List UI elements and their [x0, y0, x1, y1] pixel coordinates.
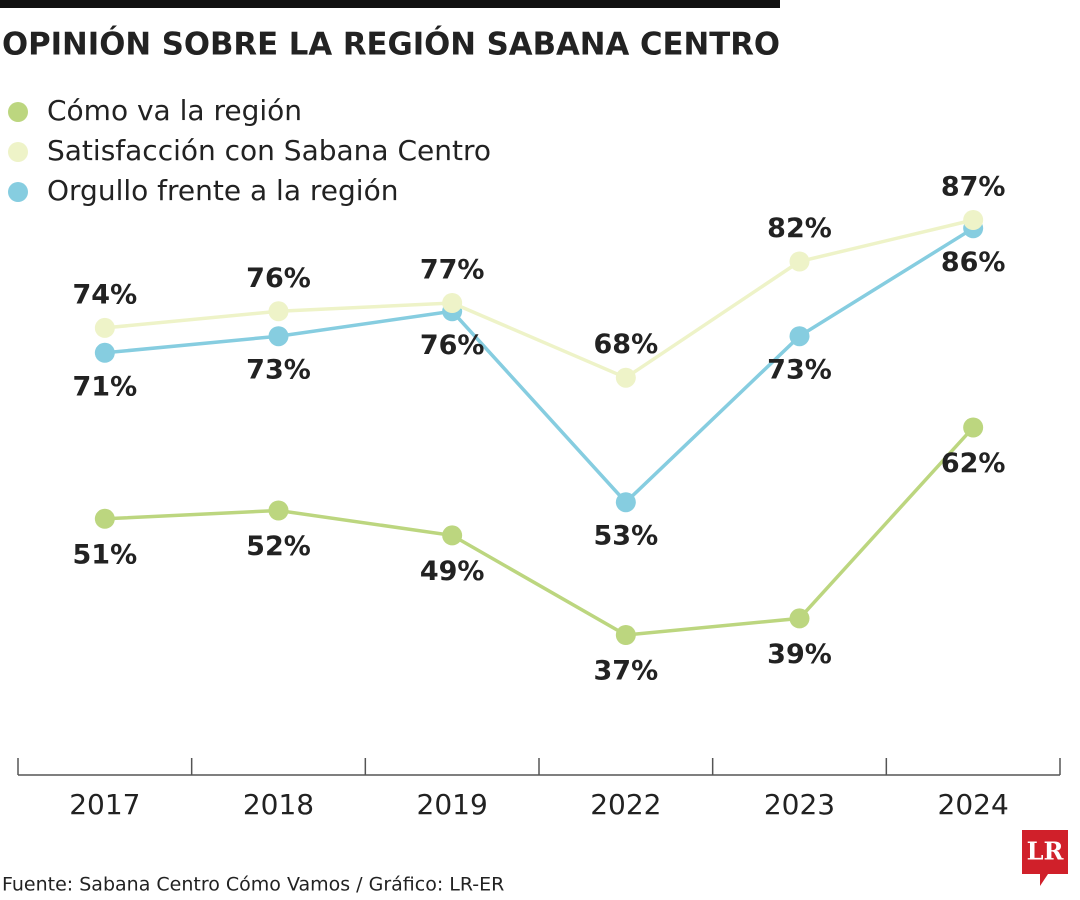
point [615, 367, 636, 388]
point [789, 251, 810, 272]
x-tick-label: 2017 [69, 788, 140, 821]
point [94, 508, 115, 529]
legend-marker [8, 142, 28, 162]
series-line [104, 218, 974, 380]
legend-label: Orgullo frente a la región [47, 174, 398, 207]
value-label: 71% [73, 371, 138, 402]
logo: LR [1027, 837, 1065, 866]
value-label: 51% [73, 539, 138, 570]
value-label: 37% [594, 656, 659, 687]
value-label: 87% [941, 172, 1006, 203]
point [615, 625, 636, 645]
value-label: 74% [73, 279, 138, 310]
point [963, 210, 984, 230]
value-label: 76% [246, 263, 311, 294]
logo-box [1022, 830, 1068, 886]
series-line [104, 426, 975, 637]
point [94, 342, 115, 363]
x-tick-label: 2019 [417, 788, 488, 821]
legend-marker [8, 182, 28, 202]
legend-label: Cómo va la región [47, 94, 302, 127]
top-bar [0, 0, 780, 8]
point [789, 326, 810, 347]
point [442, 293, 463, 313]
source: Fuente: Sabana Centro Cómo Vamos / Gráfi… [2, 874, 504, 896]
legend-label: Satisfacción con Sabana Centro [47, 134, 491, 167]
x-tick-label: 2024 [938, 788, 1009, 821]
value-label: 68% [594, 329, 659, 360]
point [268, 500, 289, 521]
point [442, 525, 463, 546]
point [615, 492, 636, 513]
value-label: 73% [246, 355, 311, 386]
x-tick-label: 2018 [243, 788, 314, 821]
value-label: 39% [767, 639, 832, 670]
value-label: 82% [767, 213, 832, 244]
value-label: 86% [941, 247, 1006, 278]
value-label: 49% [420, 556, 485, 587]
point [268, 326, 289, 347]
point [94, 317, 115, 338]
value-label: 76% [420, 330, 485, 361]
x-tick-label: 2022 [590, 788, 661, 821]
chart-title: OPINIÓN SOBRE LA REGIÓN SABANA CENTRO [2, 26, 780, 63]
point [789, 608, 810, 629]
series-line [104, 226, 975, 505]
point [268, 301, 289, 322]
value-label: 77% [420, 255, 485, 286]
value-label: 53% [594, 521, 659, 552]
value-label: 52% [246, 531, 311, 562]
value-label: 62% [941, 448, 1006, 479]
x-tick-label: 2023 [764, 788, 835, 821]
point [963, 417, 984, 438]
value-label: 73% [767, 355, 832, 386]
legend-marker [8, 102, 28, 122]
